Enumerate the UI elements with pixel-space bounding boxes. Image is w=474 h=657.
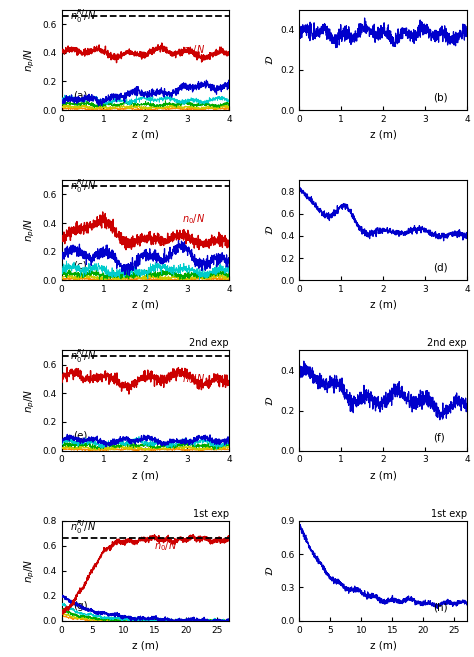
X-axis label: z (m): z (m) bbox=[132, 470, 159, 480]
Text: 2nd exp: 2nd exp bbox=[190, 338, 229, 348]
Text: $n_0^{RJ}/N$: $n_0^{RJ}/N$ bbox=[70, 7, 96, 25]
Text: $n_0^{RJ}/N$: $n_0^{RJ}/N$ bbox=[70, 177, 96, 195]
X-axis label: z (m): z (m) bbox=[132, 641, 159, 650]
Text: 2nd exp: 2nd exp bbox=[427, 338, 467, 348]
Text: (h): (h) bbox=[433, 603, 448, 613]
X-axis label: z (m): z (m) bbox=[132, 129, 159, 139]
X-axis label: z (m): z (m) bbox=[132, 300, 159, 309]
Text: 1st exp: 1st exp bbox=[193, 509, 229, 519]
Y-axis label: $n_p/N$: $n_p/N$ bbox=[22, 388, 37, 413]
Text: (d): (d) bbox=[433, 262, 448, 272]
Text: (e): (e) bbox=[73, 430, 88, 441]
X-axis label: z (m): z (m) bbox=[370, 300, 397, 309]
X-axis label: z (m): z (m) bbox=[370, 641, 397, 650]
Y-axis label: $n_p/N$: $n_p/N$ bbox=[22, 558, 37, 583]
X-axis label: z (m): z (m) bbox=[370, 470, 397, 480]
Text: (b): (b) bbox=[433, 92, 448, 102]
Text: $n_0/N$: $n_0/N$ bbox=[182, 212, 205, 226]
Text: $n_0^{RJ}/N$: $n_0^{RJ}/N$ bbox=[70, 518, 96, 535]
Y-axis label: $n_p/N$: $n_p/N$ bbox=[22, 218, 37, 242]
Y-axis label: $\mathcal{D}$: $\mathcal{D}$ bbox=[264, 55, 274, 65]
Text: (f): (f) bbox=[433, 432, 445, 443]
Y-axis label: $\mathcal{D}$: $\mathcal{D}$ bbox=[264, 396, 274, 405]
Text: $n_0/N$: $n_0/N$ bbox=[182, 43, 205, 57]
Y-axis label: $n_p/N$: $n_p/N$ bbox=[22, 48, 37, 72]
Y-axis label: $\mathcal{D}$: $\mathcal{D}$ bbox=[264, 225, 274, 235]
Text: (g): (g) bbox=[73, 601, 88, 611]
Text: $n_0/N$: $n_0/N$ bbox=[182, 373, 205, 386]
Y-axis label: $\mathcal{D}$: $\mathcal{D}$ bbox=[264, 566, 274, 576]
Text: $n_0/N$: $n_0/N$ bbox=[154, 539, 177, 553]
X-axis label: z (m): z (m) bbox=[370, 129, 397, 139]
Text: (c): (c) bbox=[73, 260, 87, 270]
Text: (a): (a) bbox=[73, 90, 88, 100]
Text: 1st exp: 1st exp bbox=[431, 509, 467, 519]
Text: $n_0^{RJ}/N$: $n_0^{RJ}/N$ bbox=[70, 348, 96, 365]
